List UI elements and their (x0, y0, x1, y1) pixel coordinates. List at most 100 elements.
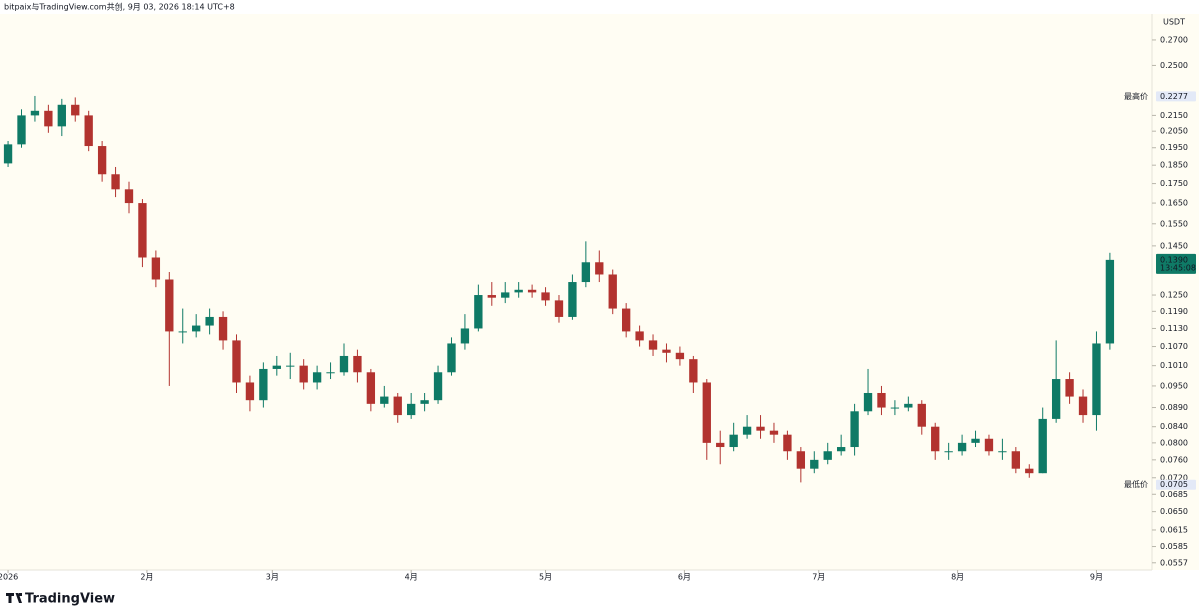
y-tick-label: 0.1750 (1160, 179, 1188, 188)
candle-body (621, 308, 631, 332)
candle-body (407, 403, 416, 416)
candle-body (299, 365, 308, 383)
y-tick-label: 0.0615 (1160, 525, 1188, 534)
x-tick-label: 9月 (1090, 573, 1103, 582)
candle-body (17, 115, 26, 145)
candle-body (232, 340, 241, 383)
candle-body (111, 174, 120, 190)
candle-body (97, 146, 107, 175)
candle-body (675, 352, 685, 360)
y-tick-label: 0.1550 (1160, 219, 1188, 228)
candle-body (810, 459, 819, 469)
x-tick-label: 4月 (405, 573, 418, 582)
y-tick-label: 0.2700 (1160, 35, 1188, 44)
candle-body (769, 430, 779, 435)
candle-body (931, 426, 940, 452)
candle-body (514, 289, 523, 293)
candle-body (1078, 396, 1088, 416)
candle-body (568, 282, 577, 317)
y-tick-label: 0.1450 (1160, 241, 1188, 250)
x-tick-label: 2026 (0, 573, 18, 582)
candle-body (662, 349, 671, 353)
candle-body (863, 392, 873, 412)
candle-body (998, 451, 1007, 453)
x-tick-label: 6月 (678, 573, 691, 582)
x-tick-label: 2月 (140, 573, 153, 582)
high-marker-label: 0.2277 (1160, 92, 1188, 101)
low-marker-name: 最低价 (1124, 479, 1148, 489)
candle-body (850, 411, 859, 448)
candle-body (353, 355, 362, 373)
x-tick-label: 7月 (812, 573, 825, 582)
last-price-label: 0.1390 (1160, 255, 1188, 264)
candle-body (595, 262, 604, 275)
candle-body (312, 372, 322, 383)
candle-body (420, 400, 429, 404)
y-tick-label: 0.0890 (1160, 403, 1188, 412)
x-tick-label: 5月 (539, 573, 552, 582)
candle-body (716, 442, 725, 448)
candle-body (71, 104, 80, 116)
high-marker-name: 最高价 (1124, 91, 1148, 101)
y-tick-label: 0.0557 (1160, 558, 1188, 567)
candle-body (44, 110, 53, 127)
candle-body (783, 434, 792, 452)
candle-body (259, 368, 268, 401)
candle-body (1065, 379, 1074, 397)
candle-body (742, 426, 752, 435)
candle-body (971, 438, 980, 443)
x-axis: 2026 2月 3月 4月 5月 6月 7月 8月 9月 (0, 570, 1103, 582)
brand-name: TradingView (25, 592, 115, 607)
candle-body (756, 426, 765, 431)
y-tick-label: 0.0950 (1160, 381, 1188, 390)
candle-body (729, 434, 738, 448)
y-tick-label: 0.1010 (1160, 361, 1188, 370)
candle-body (124, 189, 134, 204)
candle-body (3, 144, 13, 164)
candle-body (1038, 418, 1047, 474)
candle-body (1105, 259, 1115, 344)
candle-body (205, 316, 214, 326)
last-price-tag (1156, 253, 1196, 274)
candle-body (702, 382, 711, 443)
low-marker-bg (1132, 479, 1150, 490)
candle-body (541, 292, 550, 301)
candle-body (917, 403, 926, 427)
candle-body (165, 279, 174, 332)
candle-body (608, 274, 617, 309)
candle-body (380, 396, 389, 404)
unit-label: USDT (1163, 18, 1185, 27)
candle-body (904, 403, 913, 408)
candle-body (635, 331, 644, 341)
x-tick-label: 3月 (266, 573, 279, 582)
candle-body (245, 382, 255, 401)
y-tick-label: 0.1650 (1160, 199, 1188, 208)
candle-body (366, 372, 376, 404)
candle-body (1011, 451, 1021, 469)
candle-body (648, 340, 658, 350)
candle-body (527, 289, 537, 293)
brand-logo: TradingView (6, 592, 115, 607)
y-tick-label: 0.1950 (1160, 143, 1188, 152)
y-tick-label: 0.0840 (1160, 422, 1188, 431)
plot (3, 95, 1115, 483)
y-tick-label: 0.0685 (1160, 490, 1188, 499)
candle-body (433, 372, 443, 401)
candle-body (944, 451, 953, 453)
candle-body (339, 355, 349, 373)
y-tick-label: 0.1070 (1160, 342, 1188, 351)
candle-body (836, 447, 846, 452)
candle-body (286, 365, 295, 367)
y-tick-label: 0.1250 (1160, 291, 1188, 300)
x-tick-label: 8月 (951, 573, 964, 582)
candle-body (57, 104, 66, 127)
candle-body (877, 392, 886, 408)
high-marker-tag (1156, 91, 1196, 102)
y-tick-label: 0.0760 (1160, 455, 1188, 464)
candle-body (1025, 468, 1034, 474)
low-marker-label: 0.0705 (1160, 480, 1188, 489)
candle-body (218, 316, 228, 341)
candle-body (957, 442, 967, 452)
y-tick-label: 0.2150 (1160, 111, 1188, 120)
candle-body (1051, 379, 1061, 419)
